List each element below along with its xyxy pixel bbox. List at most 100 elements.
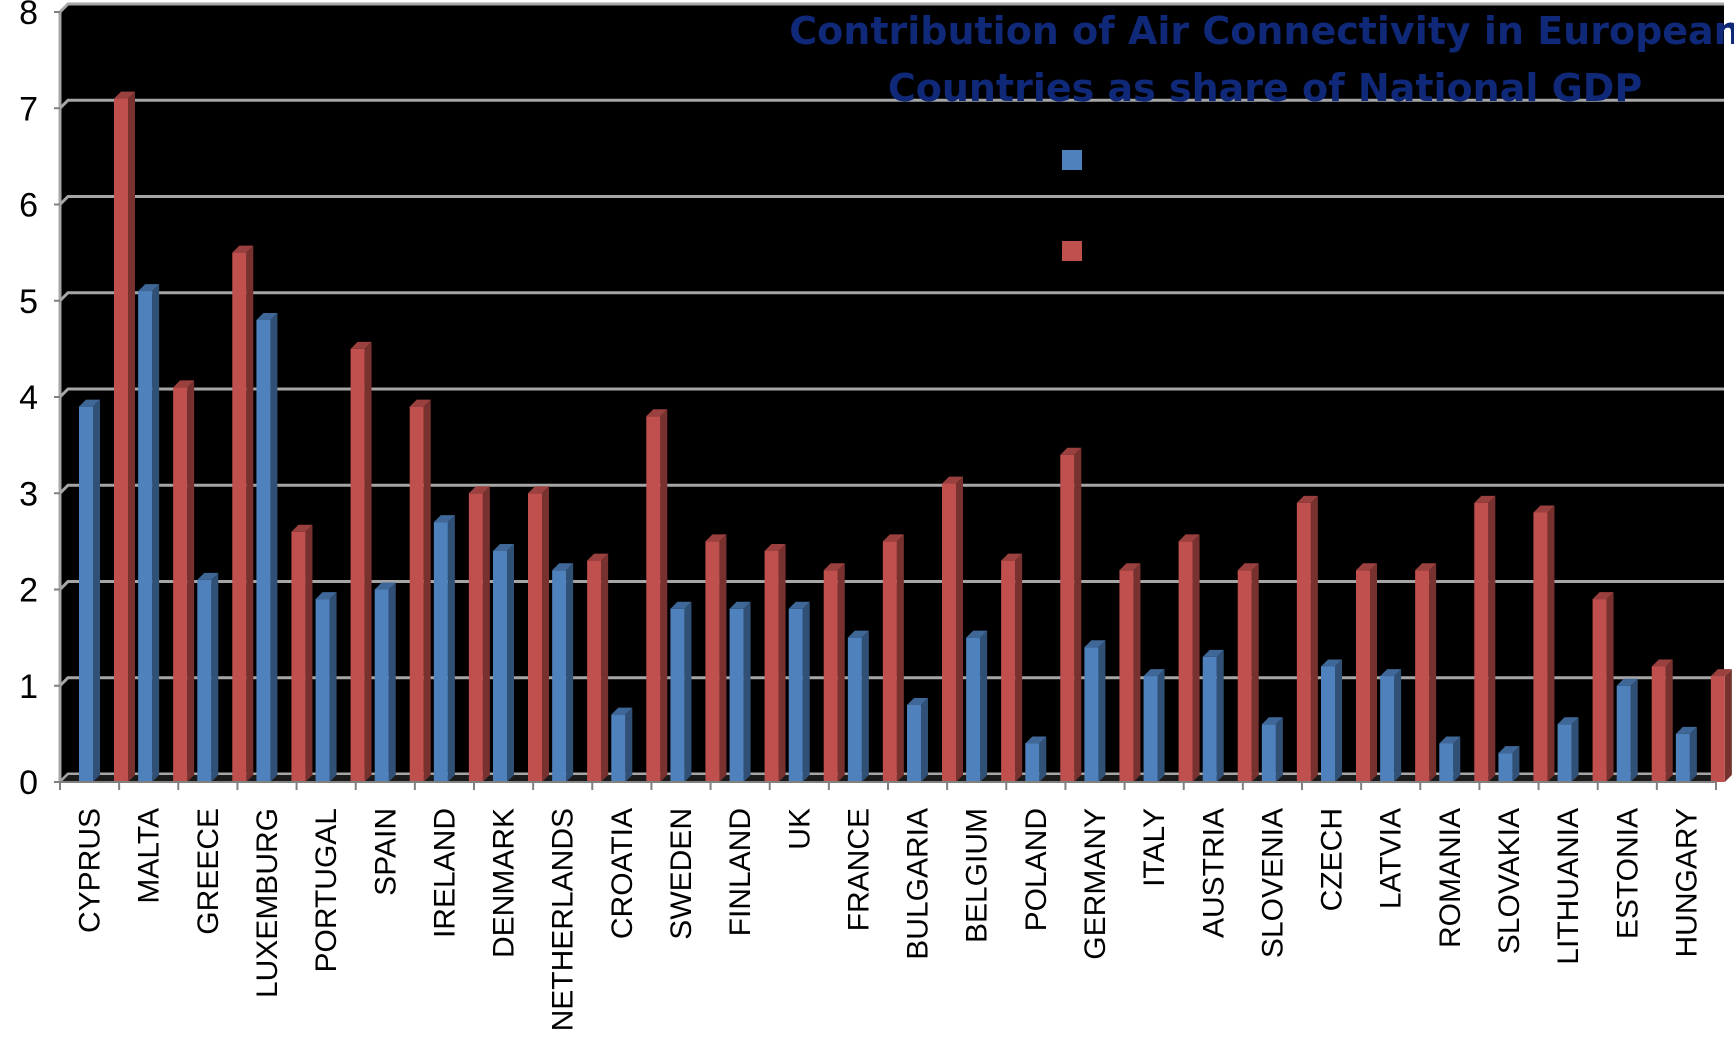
- bar-front: [942, 483, 956, 782]
- bar: [788, 601, 810, 782]
- x-axis: CYPRUS MALTA GREECE LUXEMBURG PORTUGAL SPAIN I…: [59, 781, 1717, 1031]
- bar-top: [1592, 592, 1614, 600]
- bar-top: [646, 409, 668, 417]
- bar-front: [1296, 502, 1311, 782]
- bar-top: [1321, 659, 1342, 667]
- bar: [587, 553, 609, 782]
- bar: [114, 91, 135, 782]
- bar-side: [956, 476, 963, 782]
- bar: [1237, 563, 1259, 782]
- bar-top: [1119, 563, 1141, 571]
- bar-front: [197, 579, 212, 782]
- bar-side: [719, 534, 727, 782]
- bar: [350, 341, 372, 782]
- x-tick-label: CROATIA: [606, 808, 639, 939]
- bar-top: [823, 563, 845, 571]
- bar-front: [528, 493, 542, 782]
- bar-side: [802, 601, 810, 782]
- bar: [1675, 726, 1697, 782]
- bar-side: [1098, 640, 1106, 782]
- y-tick-label: 8: [19, 0, 38, 32]
- bar: [646, 409, 668, 782]
- bar: [232, 245, 254, 782]
- gridline: [58, 387, 1724, 399]
- bar-side: [447, 515, 455, 782]
- bar-side: [1571, 717, 1579, 782]
- bar: [966, 630, 988, 782]
- bar-side: [246, 245, 254, 782]
- bar-front: [1616, 685, 1631, 782]
- bar: [256, 313, 278, 782]
- bar: [823, 563, 845, 782]
- bar: [138, 284, 160, 782]
- y-tick-label: 3: [19, 475, 38, 513]
- bar-top: [374, 582, 396, 590]
- bar: [1380, 669, 1402, 782]
- bar-top: [315, 592, 337, 600]
- bar-top: [1084, 640, 1106, 648]
- x-tick-label: FRANCE: [842, 808, 875, 931]
- plot-area: [57, 2, 1732, 784]
- x-tick-label: ITALY: [1138, 808, 1171, 887]
- chart-title-line-1: Contribution of Air Connectivity in Euro…: [789, 9, 1734, 53]
- bar-side: [921, 698, 928, 782]
- bar: [197, 572, 219, 782]
- bar-top: [552, 563, 574, 571]
- bar-top: [942, 476, 963, 484]
- bar-front: [1202, 656, 1217, 782]
- bar-side: [1665, 659, 1673, 782]
- bar-side: [1370, 563, 1377, 782]
- bar-front: [1557, 724, 1572, 782]
- bar-top: [1296, 495, 1318, 503]
- bar-front: [256, 320, 271, 782]
- bar-top: [1178, 534, 1200, 542]
- bar-front: [882, 541, 897, 782]
- bar: [1592, 592, 1614, 782]
- bar-top: [705, 534, 727, 542]
- bar-top: [256, 313, 278, 320]
- x-tick-label: LATVIA: [1375, 808, 1408, 909]
- bar: [611, 707, 633, 782]
- x-tick-label: SLOVAKIA: [1493, 808, 1526, 954]
- bar: [1025, 736, 1047, 782]
- bar-side: [1512, 746, 1520, 782]
- bar-top: [79, 399, 100, 407]
- x-tick-label: CZECH: [1316, 808, 1349, 911]
- bar-side: [1453, 736, 1461, 782]
- x-tick-label: SPAIN: [369, 808, 402, 896]
- bar-side: [1074, 447, 1082, 782]
- bar-side: [684, 601, 692, 782]
- bar-top: [433, 515, 455, 523]
- bar-top: [197, 572, 219, 580]
- legend: [1062, 150, 1082, 261]
- bar-side: [507, 544, 514, 782]
- x-tick-label: GREECE: [192, 808, 225, 935]
- bar-front: [138, 291, 153, 782]
- bar-top: [1675, 726, 1697, 734]
- x-tick-label: CYPRUS: [74, 808, 107, 933]
- gridline: [58, 98, 1724, 110]
- bar-top: [788, 601, 810, 609]
- x-tick-label: PORTUGAL: [310, 808, 343, 973]
- bar-front: [1675, 733, 1690, 782]
- bar-front: [1592, 599, 1607, 782]
- chart-title-line-2: Countries as share of National GDP: [888, 66, 1642, 110]
- bar-top: [847, 630, 869, 638]
- x-tick-label: AUSTRIA: [1197, 808, 1230, 938]
- bar-side: [1310, 495, 1318, 782]
- bar: [1143, 669, 1165, 782]
- bar: [1439, 736, 1461, 782]
- bar-top: [907, 698, 928, 705]
- bar-front: [1119, 570, 1134, 782]
- bar-side: [1192, 534, 1200, 782]
- bar: [705, 534, 727, 782]
- bar-side: [364, 341, 372, 782]
- bar-front: [433, 522, 448, 782]
- bar-front: [1356, 570, 1370, 782]
- bar: [291, 524, 313, 782]
- bar: [1415, 563, 1437, 782]
- x-tick-label: UK: [783, 808, 816, 850]
- bar-top: [1060, 447, 1082, 455]
- bar-side: [1039, 736, 1047, 782]
